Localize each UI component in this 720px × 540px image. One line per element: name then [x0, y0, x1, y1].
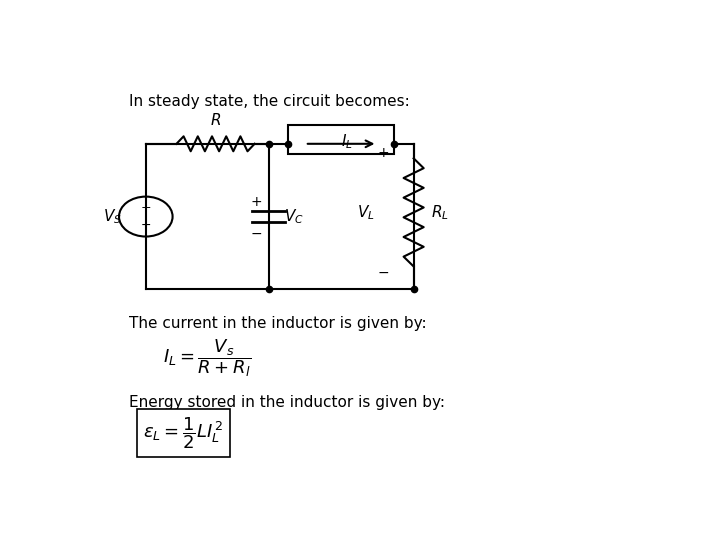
Text: The current in the inductor is given by:: The current in the inductor is given by:	[129, 316, 427, 332]
Text: −: −	[140, 219, 151, 232]
Text: −: −	[251, 226, 262, 240]
Text: $I_L = \dfrac{V_s}{R + R_l}$: $I_L = \dfrac{V_s}{R + R_l}$	[163, 337, 251, 379]
Text: +: +	[251, 195, 262, 209]
Text: $V_L$: $V_L$	[357, 203, 374, 222]
Text: +: +	[140, 201, 151, 214]
Text: Energy stored in the inductor is given by:: Energy stored in the inductor is given b…	[129, 395, 445, 410]
Text: +: +	[377, 146, 389, 160]
Text: $V_S$: $V_S$	[103, 207, 122, 226]
Text: $I_L$: $I_L$	[341, 133, 353, 151]
Text: $\varepsilon_L = \dfrac{1}{2}LI_L^{\,2}$: $\varepsilon_L = \dfrac{1}{2}LI_L^{\,2}$	[143, 415, 223, 450]
Text: $R_L$: $R_L$	[431, 203, 449, 222]
Bar	[288, 125, 394, 154]
Text: In steady state, the circuit becomes:: In steady state, the circuit becomes:	[129, 94, 410, 109]
Text: $R$: $R$	[210, 112, 221, 128]
Text: −: −	[377, 266, 389, 280]
Text: $V_C$: $V_C$	[284, 207, 304, 226]
